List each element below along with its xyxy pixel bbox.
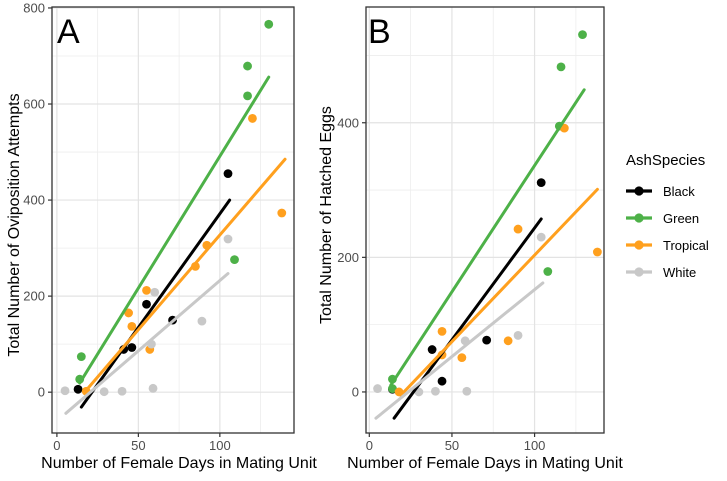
panel-border	[365, 6, 605, 434]
legend-title: AshSpecies	[626, 152, 706, 169]
x-axis-tick-label: 0	[366, 438, 373, 453]
data-point-black	[437, 376, 447, 386]
y-axis-tick-label: 200	[23, 289, 45, 304]
data-point-green	[578, 30, 587, 39]
data-point-black	[427, 345, 437, 354]
data-point-white	[197, 316, 207, 326]
data-point-white	[462, 386, 472, 396]
legend: AshSpecies Black Green Tropical White	[626, 152, 709, 292]
y-axis-title-b: Total Number of Hatched Eggs	[318, 106, 335, 324]
panel-label-b: B	[368, 13, 391, 51]
legend-item-black: Black	[626, 183, 709, 199]
panel-label-a: A	[57, 13, 80, 51]
data-point-green	[556, 62, 566, 72]
y-axis-title-a: Total Number of Oviposition Attempts	[6, 93, 23, 357]
data-point-white	[536, 232, 546, 242]
x-axis-title-b: Number of Female Days in Mating Unit	[347, 455, 623, 472]
x-axis-tick-label: 50	[445, 438, 459, 453]
data-point-white	[60, 386, 70, 396]
legend-label: Green	[663, 210, 700, 226]
data-point-white	[150, 287, 160, 297]
data-point-white	[148, 383, 158, 393]
data-point-white	[373, 384, 382, 393]
y-axis-tick-label: 400	[337, 115, 359, 130]
data-point-tropical	[513, 224, 523, 234]
legend-label: Black	[663, 183, 695, 199]
data-point-tropical	[503, 336, 513, 346]
data-point-black	[73, 384, 83, 394]
data-point-tropical	[592, 247, 602, 257]
data-point-green	[243, 91, 252, 101]
data-point-white	[513, 331, 523, 340]
data-point-green	[264, 19, 274, 29]
fit-line-white	[64, 272, 230, 415]
x-axis-tick-label: 100	[209, 438, 231, 453]
data-point-tropical	[127, 321, 137, 331]
legend-item-tropical: Tropical	[626, 237, 709, 253]
data-point-tropical	[437, 326, 447, 336]
data-point-green	[230, 255, 239, 265]
x-axis-tick-label: 50	[131, 438, 145, 453]
legend-key-white	[626, 267, 652, 277]
fit-line-tropical	[84, 157, 287, 392]
data-point-white	[223, 234, 233, 244]
data-point-black	[482, 335, 492, 345]
data-point-black	[536, 178, 546, 188]
data-point-black	[127, 343, 137, 352]
data-point-green	[243, 61, 252, 71]
legend-label: White	[663, 264, 697, 280]
legend-key-black	[626, 186, 652, 196]
x-axis-tick-label: 100	[524, 438, 546, 453]
data-point-white	[117, 386, 127, 396]
y-axis-tick-label: 400	[23, 193, 45, 208]
data-point-green	[543, 267, 553, 276]
fit-line-green	[389, 88, 586, 387]
y-axis-tick-label: 600	[23, 97, 45, 112]
data-point-white	[99, 387, 109, 397]
y-axis-tick-label: 0	[352, 384, 359, 399]
y-axis-tick-label: 0	[38, 385, 45, 400]
fit-line-white	[374, 281, 545, 420]
fit-line-green	[78, 75, 271, 385]
data-point-tropical	[142, 285, 151, 295]
y-axis-tick-label: 800	[23, 1, 45, 16]
data-point-black	[142, 299, 151, 309]
y-axis-tick-label: 200	[337, 250, 359, 265]
x-axis-tick-label: 0	[53, 438, 60, 453]
data-point-tropical	[124, 308, 133, 318]
data-point-tropical	[248, 114, 257, 123]
data-point-black	[223, 169, 233, 179]
fit-line-black	[79, 198, 232, 409]
legend-label: Tropical	[663, 237, 709, 253]
data-point-tropical	[457, 353, 467, 363]
data-point-green	[76, 352, 86, 362]
legend-item-white: White	[626, 264, 709, 280]
legend-key-green	[626, 213, 652, 223]
legend-key-tropical	[626, 240, 652, 250]
data-point-tropical	[277, 208, 287, 218]
panel-border	[51, 6, 295, 434]
data-point-white	[431, 386, 440, 396]
fit-line-tropical	[399, 187, 599, 397]
x-axis-title-a: Number of Female Days in Mating Unit	[41, 455, 317, 472]
legend-item-green: Green	[626, 210, 709, 226]
